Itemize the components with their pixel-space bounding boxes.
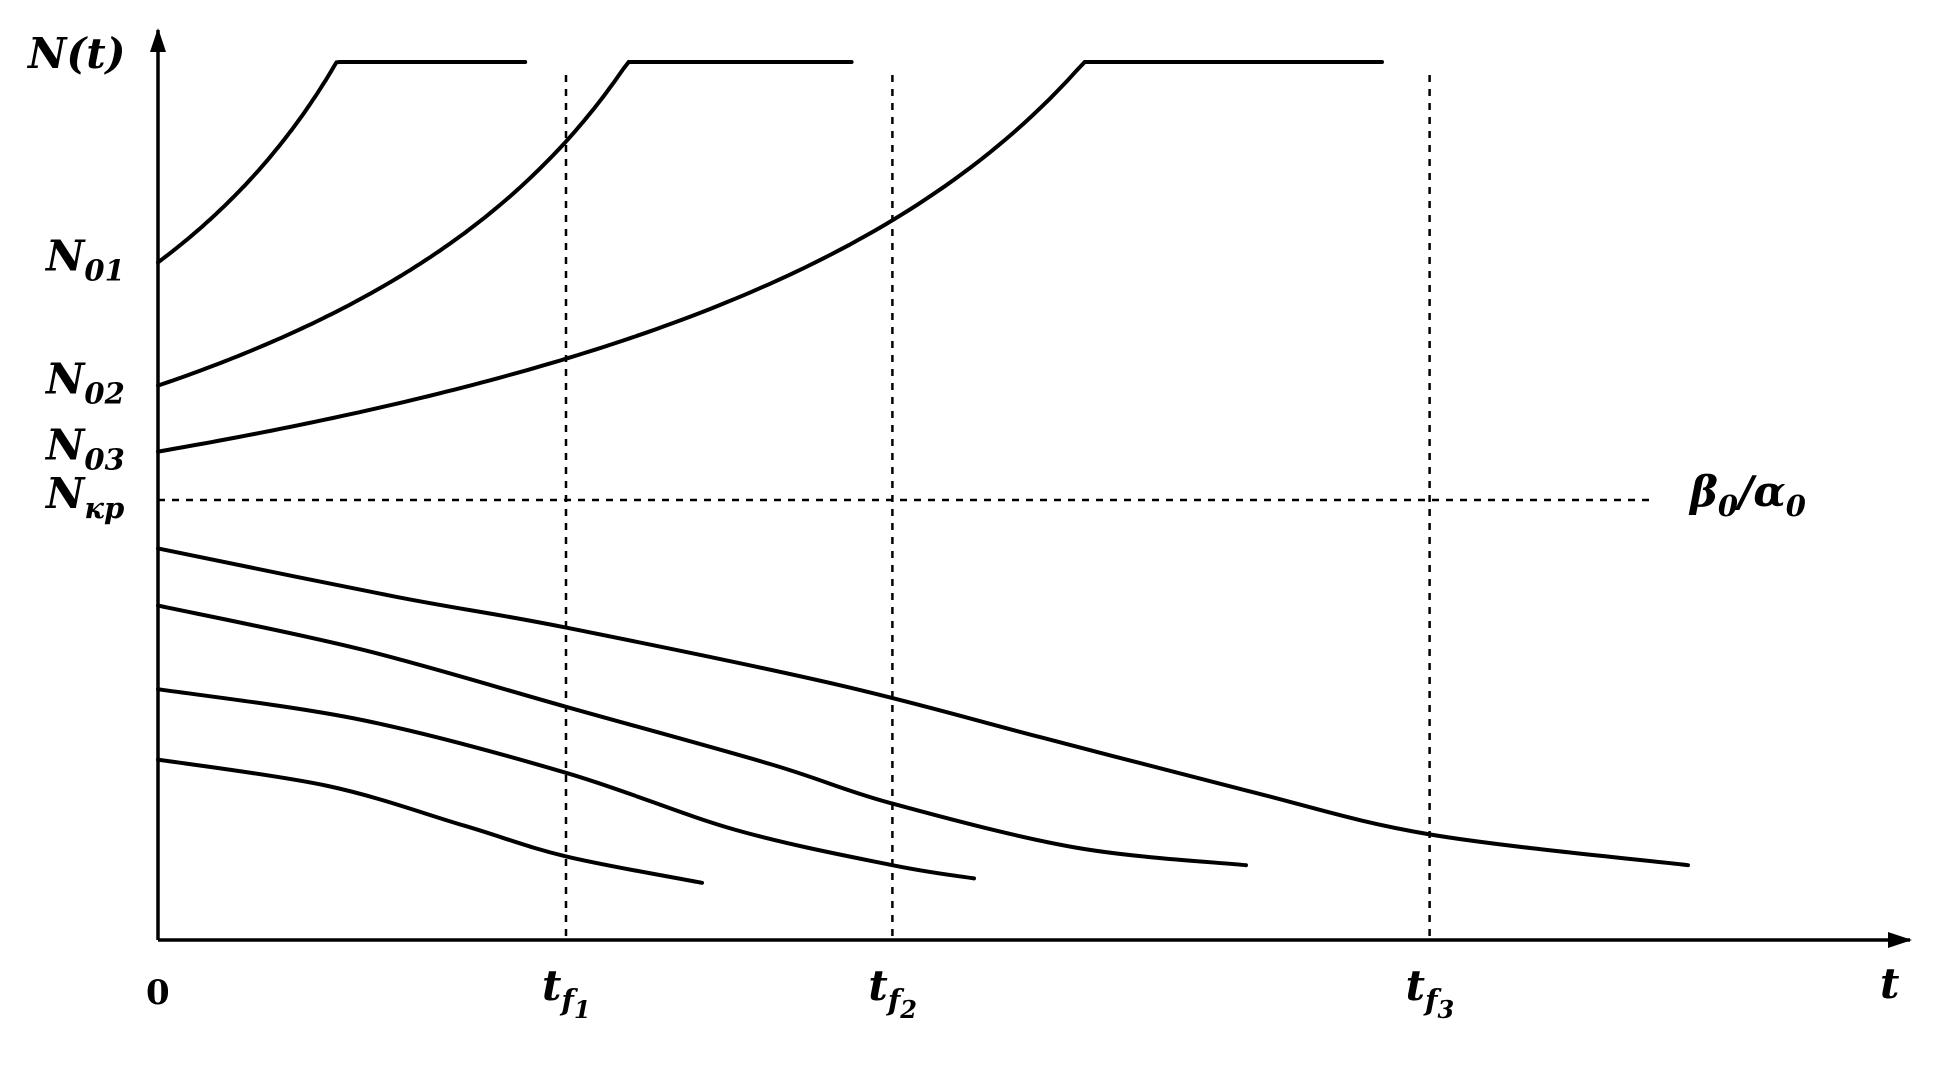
y-tick-label-4: Nкр: [44, 469, 124, 525]
blowup-curve-1: [156, 60, 528, 265]
x-tick-label-2: tf2: [868, 961, 917, 1024]
decay-curve-6: [156, 687, 976, 881]
x-axis-label: t: [1880, 959, 1899, 1008]
x-tick-label-1: tf1: [542, 961, 591, 1024]
y-tick-label-1: N01: [44, 231, 125, 287]
x-tick-label-3: tf3: [1406, 961, 1455, 1024]
decay-curve-5: [156, 603, 1248, 868]
y-tick-label-3: N03: [44, 421, 125, 477]
decay-curve-4: [156, 546, 1690, 868]
blowup-curve-3: [156, 60, 1384, 454]
y-tick-label-2: N02: [44, 355, 125, 411]
origin-label: 0: [146, 973, 170, 1013]
decay-curve-7: [156, 757, 704, 885]
threshold-label: β0/α0: [1688, 467, 1806, 523]
blowup-curve-2: [156, 60, 854, 388]
y-axis-label: N(t): [26, 29, 126, 78]
